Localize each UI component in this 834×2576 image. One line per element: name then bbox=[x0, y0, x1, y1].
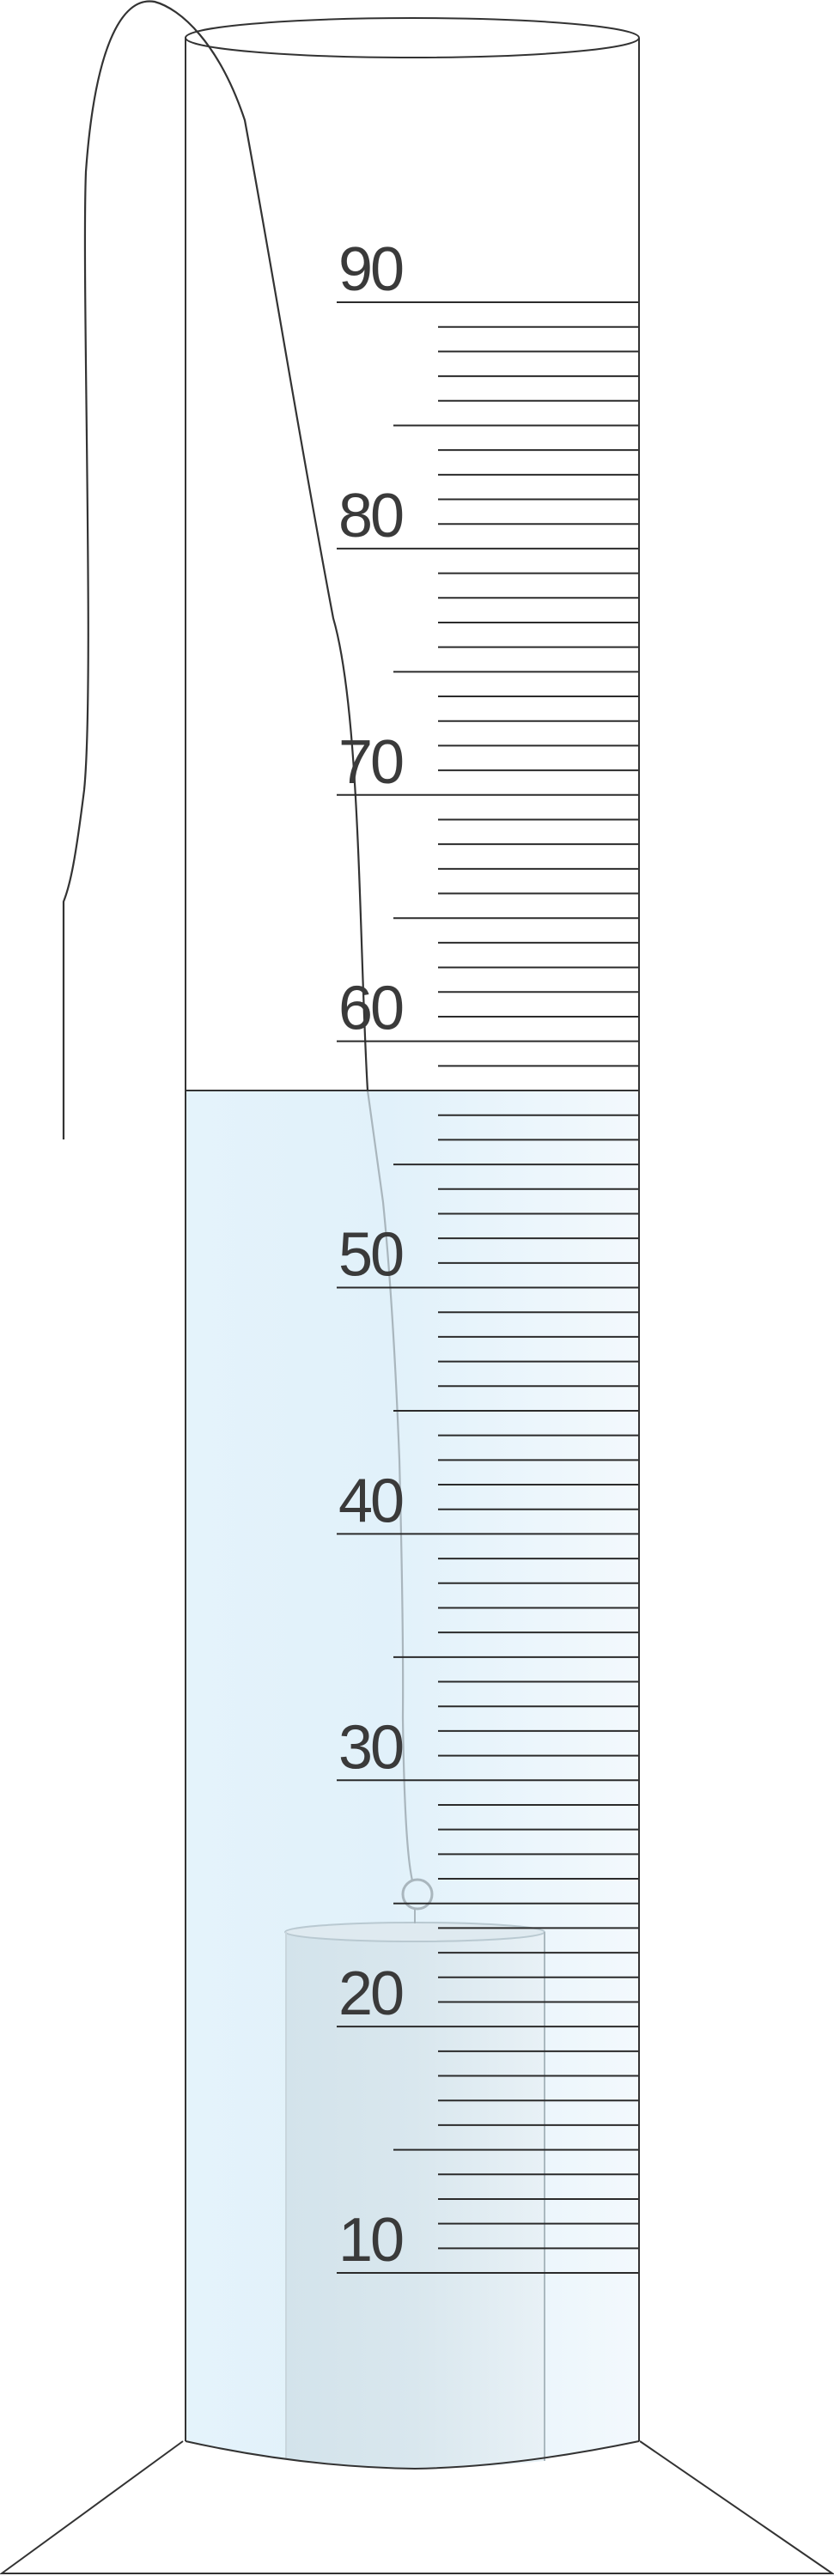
cylinder-bottom bbox=[185, 2440, 640, 2470]
scale-label-10: 10 bbox=[338, 2206, 403, 2275]
scale-label-60: 60 bbox=[338, 975, 403, 1043]
scale-label-20: 20 bbox=[338, 1959, 403, 2028]
scale-label-30: 30 bbox=[338, 1713, 403, 1782]
scale-label-90: 90 bbox=[338, 235, 403, 304]
thread-submerged bbox=[366, 1090, 414, 1881]
scale-label-70: 70 bbox=[338, 728, 403, 797]
scale-label-50: 50 bbox=[338, 1221, 403, 1290]
scale-label-40: 40 bbox=[338, 1467, 403, 1535]
thread bbox=[62, 0, 369, 1139]
cylinder-rim bbox=[185, 17, 640, 58]
hook-loop bbox=[401, 1878, 434, 1923]
scale-label-80: 80 bbox=[338, 482, 403, 550]
graduation-scale: 90 80 70 60 50 40 30 20 10 bbox=[337, 235, 639, 2275]
cylinder-base bbox=[0, 2440, 834, 2574]
immersed-object bbox=[284, 1922, 545, 2469]
